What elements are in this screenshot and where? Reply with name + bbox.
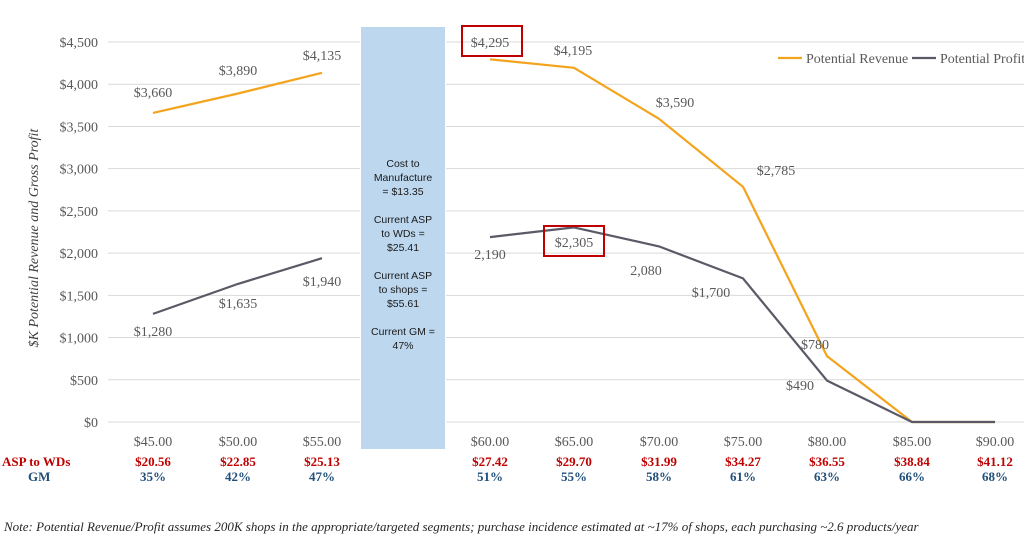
y-tick-label: $0 (84, 416, 98, 431)
gm-value: 51% (477, 469, 503, 484)
x-tick-label: $65.00 (555, 435, 594, 450)
data-label: $4,295 (471, 36, 510, 51)
chart: $4,500 $4,000 $3,500 $3,000 $2,500 $2,000 $1,5… (2, 25, 1024, 484)
x-tick-label: $70.00 (640, 435, 679, 450)
series-line-profit (489, 226, 995, 424)
callout-gm: Current GM = 47% (371, 326, 435, 352)
asp-value: $29.70 (556, 454, 592, 469)
x-tick-label: $60.00 (471, 435, 510, 450)
x-tick-label: $50.00 (219, 435, 258, 450)
data-label: $3,890 (219, 64, 258, 79)
x-tick-label: $80.00 (808, 435, 847, 450)
gm-value: 55% (561, 469, 587, 484)
asp-value: $41.12 (977, 454, 1013, 469)
y-tick-label: $4,500 (60, 36, 99, 51)
data-labels: $3,660 $3,890 $4,135 $4,295 $4,195 $3,590 $2,7… (134, 25, 829, 394)
y-tick-label: $2,000 (60, 247, 99, 262)
asp-value: $31.99 (641, 454, 677, 469)
x-tick-label: $90.00 (976, 435, 1015, 450)
gm-value: 66% (899, 469, 925, 484)
y-tick-label: $2,500 (60, 205, 99, 220)
y-tick-label: $3,000 (60, 163, 99, 178)
gm-value: 35% (140, 469, 166, 484)
data-label: 2,190 (474, 248, 506, 263)
data-label: $4,195 (554, 44, 593, 59)
cost-callout: Cost to Manufacture = $13.35 Current ASP… (361, 27, 445, 449)
legend: Potential Revenue Potential Profit (778, 52, 1024, 67)
x-tick-label: $75.00 (724, 435, 763, 450)
gm-row-label: GM (28, 469, 50, 484)
data-label: $2,305 (555, 236, 594, 251)
legend-label: Potential Profit (940, 52, 1024, 67)
asp-value: $36.55 (809, 454, 845, 469)
data-label: $780 (801, 338, 829, 353)
series-line-revenue (152, 71, 323, 114)
callout-asp-shops: Current ASP to shops = $55.61 (373, 270, 433, 310)
asp-value: $34.27 (725, 454, 761, 469)
data-label: $4,135 (303, 49, 342, 64)
y-axis-label: $K Potential Revenue and Gross Profit (27, 128, 42, 348)
asp-value: $20.56 (135, 454, 171, 469)
gridlines (108, 41, 1024, 423)
data-label: $1,280 (134, 325, 173, 340)
data-label: $1,940 (303, 275, 342, 290)
data-label: $2,785 (757, 164, 796, 179)
data-label: $1,700 (692, 286, 731, 301)
series-lines (152, 58, 995, 424)
asp-value: $38.84 (894, 454, 930, 469)
y-axis-ticks: $4,500 $4,000 $3,500 $3,000 $2,500 $2,000 $1,5… (60, 36, 99, 431)
y-tick-label: $1,000 (60, 332, 99, 347)
gm-value: 58% (646, 469, 672, 484)
data-label: $490 (786, 379, 814, 394)
data-label: $3,590 (656, 96, 695, 111)
gm-value: 47% (309, 469, 335, 484)
x-tick-label: $55.00 (303, 435, 342, 450)
gm-value: 42% (225, 469, 251, 484)
gm-value: 61% (730, 469, 756, 484)
asp-value: $27.42 (472, 454, 508, 469)
asp-value: $25.13 (304, 454, 340, 469)
asp-row-label: ASP to WDs (2, 454, 70, 469)
footnote: Note: Potential Revenue/Profit assumes 2… (4, 519, 919, 534)
gm-value: 68% (982, 469, 1008, 484)
data-label: 2,080 (630, 264, 662, 279)
callout-cost: Cost to Manufacture = $13.35 (373, 158, 433, 198)
gm-row: GM 35% 42% 47% 51% 55% 58% 61% 63% 66% 68% (28, 469, 1008, 484)
callout-text: Cost to Manufacture = $13.35 Current ASP… (361, 157, 445, 367)
y-tick-label: $500 (70, 374, 98, 389)
data-label: $3,660 (134, 86, 173, 101)
y-tick-label: $4,000 (60, 78, 99, 93)
legend-label: Potential Revenue (806, 52, 908, 67)
series-line-profit (152, 257, 323, 315)
gm-value: 63% (814, 469, 840, 484)
highlight-box (543, 225, 605, 257)
x-axis-ticks: $45.00 $50.00 $55.00 $60.00 $65.00 $70.00 $75.… (134, 435, 1015, 450)
x-tick-label: $45.00 (134, 435, 173, 450)
data-label: $1,635 (219, 297, 258, 312)
y-tick-label: $3,500 (60, 120, 99, 135)
highlight-box (461, 25, 523, 57)
y-tick-label: $1,500 (60, 289, 99, 304)
x-tick-label: $85.00 (893, 435, 932, 450)
callout-asp-wds: Current ASP to WDs = $25.41 (373, 214, 433, 254)
asp-row: ASP to WDs $20.56 $22.85 $25.13 $27.42 $29.70… (2, 454, 1013, 469)
asp-value: $22.85 (220, 454, 256, 469)
